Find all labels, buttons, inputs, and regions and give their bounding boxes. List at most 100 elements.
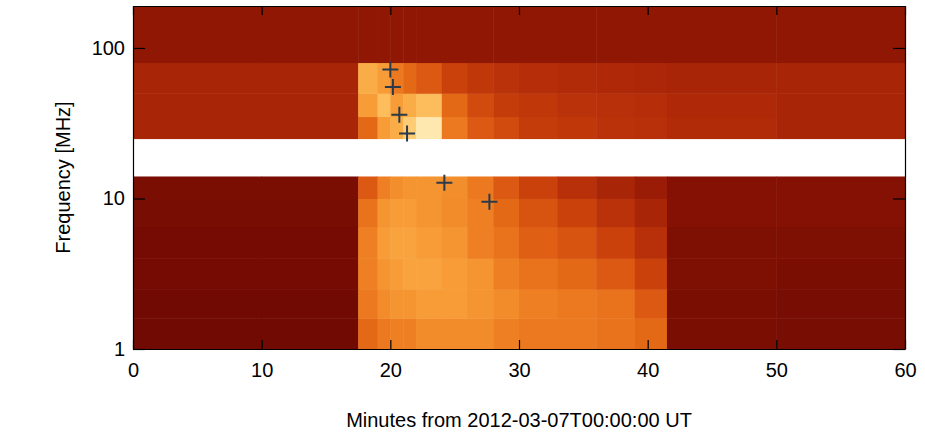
heatmap-cell <box>358 318 378 349</box>
heatmap-cell <box>468 6 494 63</box>
tick: 100 <box>92 37 145 59</box>
tick-label: 50 <box>766 359 788 381</box>
plot: 0102030405060110100 <box>92 6 917 381</box>
heatmap-cell <box>442 176 468 198</box>
heatmap-cell <box>468 227 494 259</box>
heatmap-cell <box>519 258 558 289</box>
heatmap-cell <box>635 63 668 94</box>
tick-mark <box>133 198 145 199</box>
heatmap-cell <box>416 63 442 94</box>
tick: 1 <box>114 338 145 360</box>
tick-label: 10 <box>251 359 273 381</box>
heatmap-cell <box>377 289 390 319</box>
heatmap-cell <box>403 63 416 94</box>
heatmap-cell <box>262 318 359 349</box>
tick-label: 40 <box>637 359 659 381</box>
marker <box>391 107 407 123</box>
heatmap-cell <box>262 289 359 319</box>
heatmap-cell <box>377 258 390 289</box>
heatmap-cell <box>377 63 390 94</box>
heatmap-cell <box>390 117 403 139</box>
heatmap-cell <box>358 289 378 319</box>
y-axis: 1 10 100 <box>92 7 145 360</box>
tick <box>776 6 777 15</box>
heatmap-cell <box>468 289 494 319</box>
heatmap-cell <box>403 198 416 227</box>
heatmap-cell <box>442 63 468 94</box>
tick: 20 <box>380 340 402 381</box>
heatmap-cell <box>596 227 635 259</box>
heatmap-cell <box>390 289 403 319</box>
heatmap-cell <box>493 289 519 319</box>
heatmap-cell <box>519 63 558 94</box>
heatmap-cell <box>776 258 905 289</box>
heatmap-cell <box>667 198 777 227</box>
heatmap-cell <box>377 318 390 349</box>
heatmap-cell <box>358 63 378 94</box>
heatmap-cell <box>133 93 262 117</box>
heatmap-cell <box>635 227 668 259</box>
heatmap-cell <box>519 117 558 139</box>
heatmap-cell <box>416 117 442 139</box>
heatmap-cell <box>667 117 777 139</box>
heatmap-cell <box>468 117 494 139</box>
heatmap-cell <box>403 176 416 198</box>
tick-mark <box>519 340 520 349</box>
heatmap-cell <box>133 289 262 319</box>
heatmap-cell <box>493 117 519 139</box>
tick-mark <box>519 6 520 15</box>
heatmap-cell <box>403 318 416 349</box>
plot-area <box>133 6 905 349</box>
axis-line <box>133 7 134 350</box>
heatmap-cell <box>776 227 905 259</box>
tick-label: 20 <box>380 359 402 381</box>
heatmap-cell <box>519 198 558 227</box>
tick <box>893 198 905 199</box>
heatmap-cell <box>442 6 468 63</box>
heatmap-cell <box>468 318 494 349</box>
heatmap-cell <box>262 6 359 63</box>
heatmap-cell <box>635 117 668 139</box>
heatmap-cell <box>776 63 905 94</box>
tick <box>893 349 905 350</box>
heatmap-cell <box>519 289 558 319</box>
heatmap-cell <box>493 176 519 198</box>
marker <box>481 194 497 210</box>
heatmap-cell <box>596 6 635 63</box>
heatmap-cell <box>133 63 262 94</box>
heatmap-cell <box>390 318 403 349</box>
heatmap-cell <box>493 93 519 117</box>
heatmap-cell <box>519 6 558 63</box>
heatmap-cell <box>493 6 519 63</box>
tick-label: 10 <box>103 187 125 209</box>
tick-mark <box>262 6 263 15</box>
heatmap-cell <box>403 227 416 259</box>
tick-mark <box>262 340 263 349</box>
chart: 0102030405060110100Minutes from 2012-03-… <box>0 0 925 439</box>
tick-label: 0 <box>128 359 139 381</box>
heatmap-cell <box>442 318 468 349</box>
tick-mark <box>133 48 145 49</box>
heatmap-cell <box>133 117 262 139</box>
marker-series <box>382 61 497 209</box>
heatmap-cell <box>133 176 262 198</box>
heatmap-cell <box>558 227 597 259</box>
heatmap-cell <box>519 318 558 349</box>
heatmap-cell <box>390 198 403 227</box>
heatmap-cell <box>558 63 597 94</box>
tick-mark <box>133 349 145 350</box>
heatmap-cell <box>403 289 416 319</box>
heatmap-cell <box>558 318 597 349</box>
tick: 10 <box>103 187 145 209</box>
tick: 40 <box>637 340 659 381</box>
heatmap-cell <box>667 63 777 94</box>
heatmap-cell <box>558 6 597 63</box>
heatmap-cell <box>416 289 442 319</box>
tick <box>262 6 263 15</box>
heatmap-cell <box>403 6 416 63</box>
heatmap-cell <box>377 198 390 227</box>
heatmap-cell <box>377 176 390 198</box>
tick-mark <box>648 6 649 15</box>
heatmap-cell <box>635 318 668 349</box>
heatmap-cell <box>776 117 905 139</box>
